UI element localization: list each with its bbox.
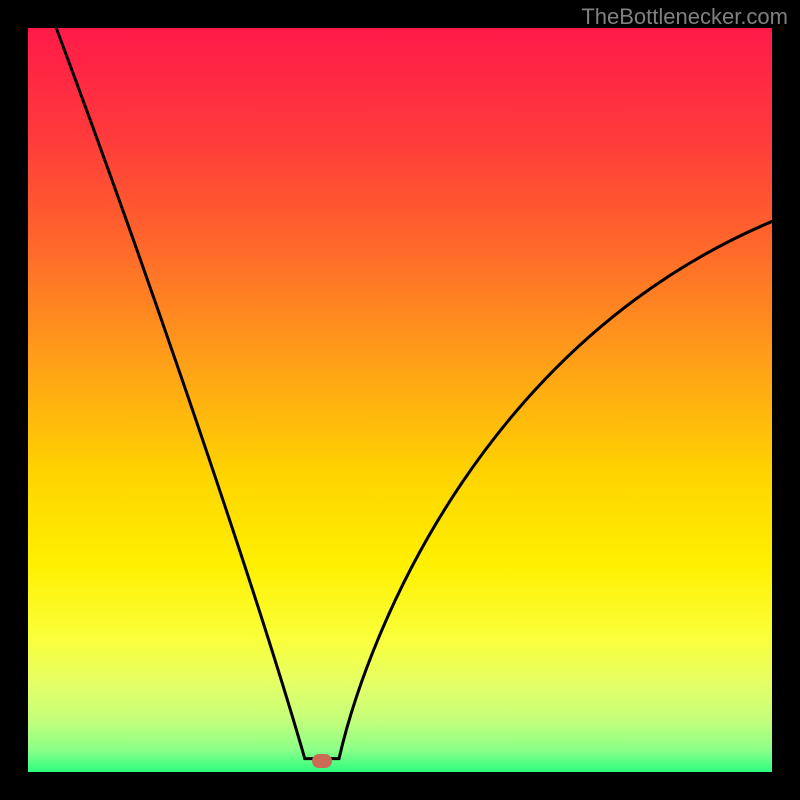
watermark-text: TheBottlenecker.com <box>581 4 788 30</box>
border-right <box>772 0 800 800</box>
plot-area <box>28 28 772 772</box>
chart-frame: TheBottlenecker.com <box>0 0 800 800</box>
optimum-marker <box>312 754 332 768</box>
bottleneck-curve <box>28 28 772 772</box>
border-bottom <box>0 772 800 800</box>
border-left <box>0 0 28 800</box>
